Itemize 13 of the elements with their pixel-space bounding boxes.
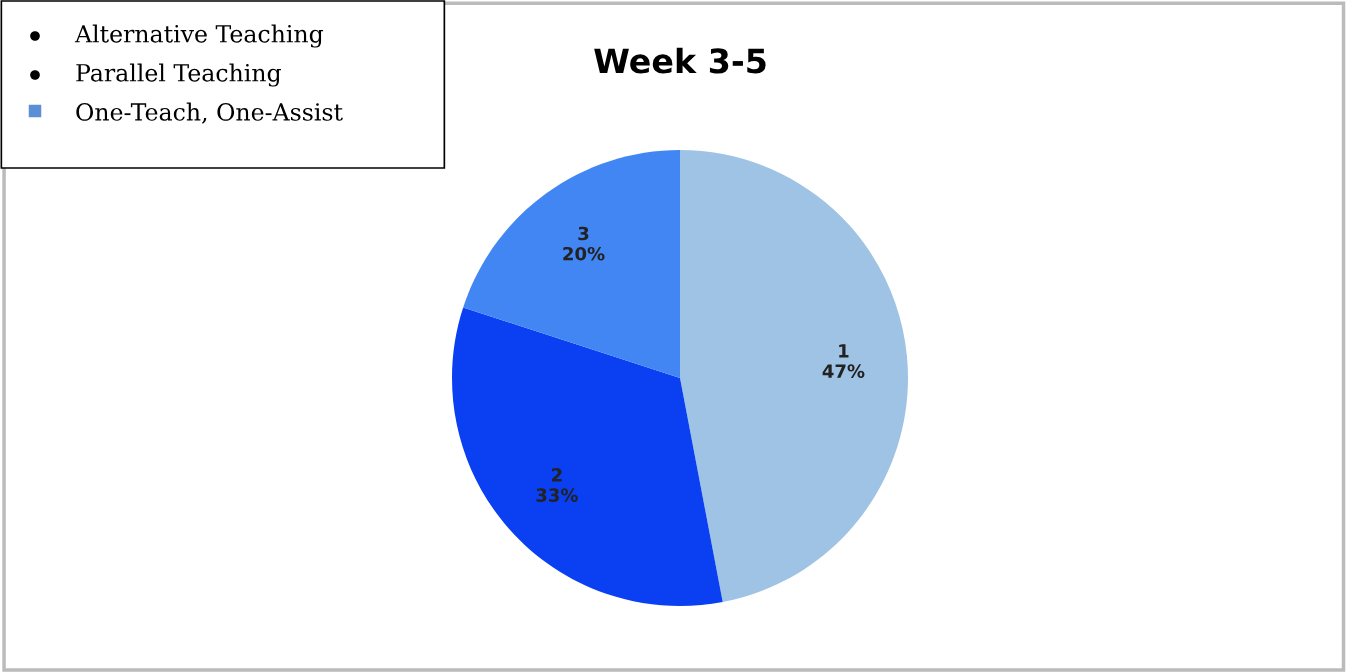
text: Parallel Teaching: [76, 63, 281, 87]
data-label: 33%: [536, 488, 578, 502]
slice-label: 1: [839, 344, 849, 358]
text: One-Teach, One-Assist: [76, 102, 343, 124]
data-label: 47%: [822, 364, 865, 378]
slice-label: 2: [552, 468, 562, 482]
chart-title: Week 3-5: [594, 47, 766, 74]
data-label: 20%: [563, 246, 605, 261]
text: Alternative Teaching: [74, 24, 324, 48]
slice-label: 3: [578, 226, 589, 241]
pie-slice: [463, 150, 680, 378]
pie-slice: [452, 307, 723, 606]
pie-slice: [680, 150, 908, 602]
